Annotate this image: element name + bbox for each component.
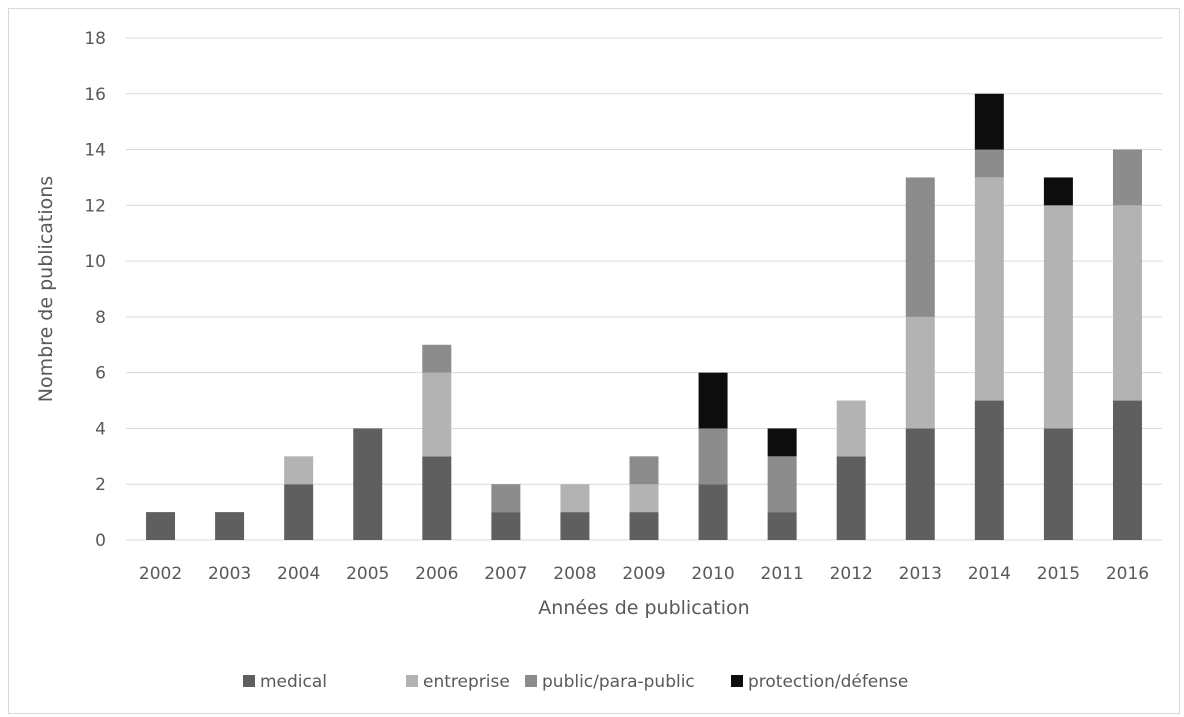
x-tick-label: 2015 <box>1037 564 1080 584</box>
bar-segment-medical <box>836 456 866 540</box>
x-tick-labels: 2002 2003 2004 2005 2006 2007 2008 2009 2010 2011… <box>139 564 1149 584</box>
y-tick-label: 6 <box>95 364 106 384</box>
stacked-bar-chart: 0 2 4 6 8 10 12 14 16 18 2002 2003 2004 2005 2006 2007… <box>35 29 1162 692</box>
bar-segment-public-para-public <box>1112 149 1142 206</box>
legend-swatch <box>525 675 537 687</box>
legend-label: public/para-public <box>542 672 695 692</box>
x-tick-label: 2010 <box>691 564 734 584</box>
legend-label: entreprise <box>423 672 510 692</box>
bar-segment-public-para-public <box>767 456 797 513</box>
x-tick-label: 2014 <box>968 564 1011 584</box>
bar-segment-public-para-public <box>905 177 935 317</box>
x-axis-title: Années de publication <box>538 597 749 619</box>
bar-segment-entreprise <box>1043 205 1073 429</box>
legend-label: medical <box>260 672 327 692</box>
bar-segment-public-para-public <box>698 428 728 485</box>
x-tick-label: 2002 <box>139 564 182 584</box>
y-tick-label: 14 <box>84 141 106 161</box>
bar-segment-medical <box>491 512 521 540</box>
x-tick-label: 2007 <box>484 564 527 584</box>
bar-segment-medical <box>974 400 1004 540</box>
bar-segment-medical <box>215 512 245 540</box>
bar-segment-medical <box>284 484 314 540</box>
bar-segment-medical <box>422 456 452 540</box>
chart-frame: 0 2 4 6 8 10 12 14 16 18 2002 2003 2004 2005 2006 2007… <box>8 8 1180 714</box>
x-tick-label: 2008 <box>553 564 596 584</box>
x-tick-label: 2004 <box>277 564 320 584</box>
x-tick-label: 2005 <box>346 564 389 584</box>
bar-segment-public-para-public <box>974 149 1004 178</box>
bar-segment-protection-d-fense <box>974 93 1004 150</box>
y-tick-label: 8 <box>95 308 106 328</box>
bar-segment-medical <box>698 484 728 540</box>
x-tick-label: 2013 <box>899 564 942 584</box>
bar-segment-public-para-public <box>491 484 521 513</box>
bar-segment-medical <box>1043 428 1073 540</box>
bar-segment-entreprise <box>1112 205 1142 401</box>
bar-segment-entreprise <box>905 316 935 429</box>
bar-segment-medical <box>560 512 590 540</box>
bar-segment-entreprise <box>560 484 590 513</box>
y-tick-label: 10 <box>84 252 106 272</box>
y-tick-labels: 0 2 4 6 8 10 12 14 16 18 <box>84 29 106 551</box>
y-tick-label: 12 <box>84 196 106 216</box>
y-tick-label: 2 <box>95 475 106 495</box>
y-tick-label: 18 <box>84 29 106 49</box>
bar-segment-entreprise <box>284 456 314 485</box>
bars <box>146 93 1142 540</box>
y-tick-label: 4 <box>95 419 106 439</box>
legend: medical entreprise public/para-public prote… <box>243 672 908 692</box>
bar-segment-entreprise <box>974 177 1004 401</box>
y-axis-title: Nombre de publications <box>35 176 57 402</box>
bar-segment-entreprise <box>629 484 659 513</box>
legend-swatch <box>406 675 418 687</box>
legend-swatch <box>731 675 743 687</box>
y-tick-label: 0 <box>95 531 106 551</box>
x-tick-label: 2009 <box>622 564 665 584</box>
bar-segment-medical <box>353 428 383 540</box>
legend-swatch <box>243 675 255 687</box>
x-tick-label: 2012 <box>830 564 873 584</box>
bar-segment-entreprise <box>422 372 452 457</box>
bar-segment-protection-d-fense <box>698 372 728 429</box>
bar-segment-medical <box>629 512 659 540</box>
bar-segment-entreprise <box>836 400 866 457</box>
bar-segment-public-para-public <box>629 456 659 485</box>
bar-segment-medical <box>1112 400 1142 540</box>
bar-segment-protection-d-fense <box>767 428 797 457</box>
x-tick-label: 2006 <box>415 564 458 584</box>
x-tick-label: 2011 <box>761 564 804 584</box>
bar-segment-medical <box>905 428 935 540</box>
bar-segment-public-para-public <box>422 344 452 373</box>
y-tick-label: 16 <box>84 85 106 105</box>
x-tick-label: 2003 <box>208 564 251 584</box>
bar-segment-protection-d-fense <box>1043 177 1073 206</box>
x-tick-label: 2016 <box>1106 564 1149 584</box>
bar-segment-medical <box>146 512 176 540</box>
bar-segment-medical <box>767 512 797 540</box>
legend-label: protection/défense <box>748 672 908 692</box>
